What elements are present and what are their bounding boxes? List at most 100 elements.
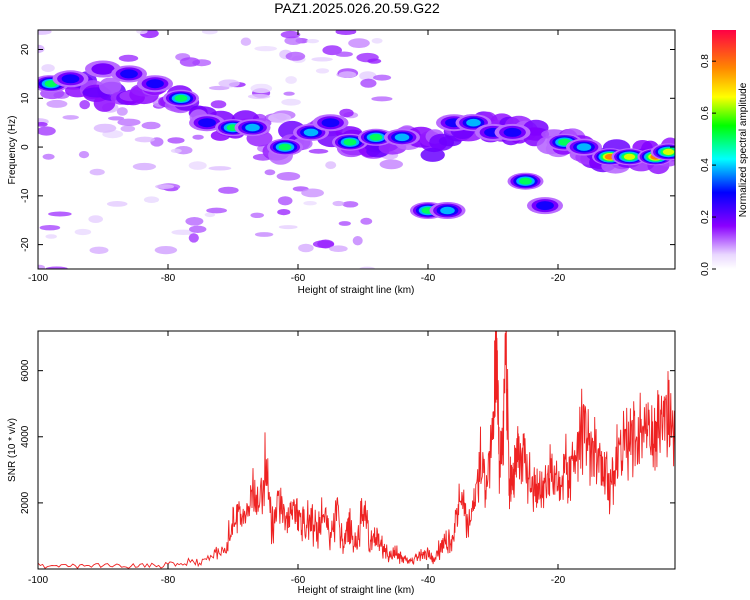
noise-speckle	[325, 161, 337, 170]
noise-speckle	[38, 30, 52, 35]
amplitude-blob	[394, 133, 410, 142]
noise-speckle	[338, 71, 357, 78]
colorbar-tick-label: 0.8	[700, 54, 711, 68]
colorbar-tick-label: 0.4	[700, 158, 711, 172]
noise-speckle	[352, 236, 363, 246]
noise-speckle	[167, 137, 185, 144]
snr-series-line	[38, 331, 675, 569]
amplitude-blob	[440, 206, 455, 215]
amplitude-blob	[61, 74, 80, 84]
noise-speckle	[134, 136, 155, 143]
noise-speckle	[278, 225, 298, 230]
noise-speckle	[108, 116, 125, 121]
noise-speckle	[201, 30, 218, 35]
noise-speckle	[264, 169, 276, 176]
y-tick-label: -10	[20, 188, 31, 203]
noise-speckle	[38, 264, 46, 269]
noise-speckle	[136, 30, 148, 35]
amplitude-blob	[245, 123, 260, 132]
noise-speckle	[206, 207, 228, 214]
amplitude-blob	[576, 143, 592, 151]
noise-speckle	[285, 76, 297, 84]
noise-speckle	[39, 225, 61, 231]
y-tick-label: 6000	[20, 359, 31, 382]
noise-speckle	[335, 30, 357, 35]
noise-speckle	[78, 151, 90, 159]
colorbar-tick-label: 0.2	[700, 210, 711, 224]
noise-speckle	[88, 215, 103, 224]
noise-speckle	[371, 96, 393, 102]
noise-speckle	[335, 51, 353, 57]
colorbar-label: Normalized spectral amplitude	[738, 82, 749, 217]
amplitude-blob	[174, 94, 188, 102]
noise-speckle	[188, 161, 207, 170]
amplitude-blob	[321, 118, 340, 128]
noise-speckle	[42, 153, 55, 160]
noise-speckle	[360, 78, 377, 88]
noise-speckle	[117, 118, 141, 127]
noise-speckle	[74, 228, 92, 236]
noise-speckle	[339, 108, 354, 118]
noise-speckle	[303, 201, 317, 206]
noise-speckle	[298, 243, 314, 253]
x-tick-label: -60	[291, 575, 306, 586]
amplitude-blob	[146, 79, 164, 89]
noise-speckle	[132, 162, 156, 171]
noise-speckle	[192, 134, 204, 140]
noise-speckle	[247, 94, 271, 99]
noise-speckle	[308, 148, 329, 154]
noise-speckle	[48, 211, 72, 217]
snr-panel: -100 -80 -60 -40 -20 2000 4000 6000 Height of …	[7, 330, 676, 596]
noise-speckle	[89, 246, 109, 254]
noise-speckle	[38, 126, 56, 136]
x-tick-label: -60	[291, 273, 306, 284]
noise-speckle	[204, 212, 216, 218]
noise-speckle	[311, 57, 333, 62]
noise-speckle	[315, 68, 330, 74]
y-tick-label: 20	[20, 44, 31, 56]
noise-speckle	[218, 79, 240, 88]
noise-speckle	[301, 188, 324, 198]
y-tick-label: -20	[20, 237, 31, 252]
noise-speckle	[210, 100, 227, 109]
colorbar-gradient	[712, 30, 736, 269]
noise-speckle	[254, 232, 274, 237]
x-tick-label: -40	[421, 575, 436, 586]
noise-speckle	[276, 172, 301, 181]
noise-speckle	[254, 46, 277, 52]
noise-speckle	[120, 125, 136, 132]
noise-speckle	[218, 186, 239, 194]
amplitude-blob	[519, 177, 532, 185]
noise-speckle	[348, 38, 370, 48]
noise-speckle	[154, 246, 178, 255]
noise-speckle	[329, 245, 348, 252]
amplitude-blob	[369, 133, 383, 141]
noise-speckle	[45, 266, 68, 269]
x-tick-label: -100	[28, 273, 48, 284]
colorbar-tick-label: 0.0	[700, 262, 711, 276]
noise-speckle	[89, 168, 105, 176]
noise-speckle	[285, 51, 306, 61]
amplitude-blob	[120, 69, 138, 79]
noise-speckle	[367, 58, 382, 64]
spectrogram-heat	[38, 30, 675, 269]
noise-speckle	[141, 121, 161, 130]
noise-speckle	[155, 184, 175, 190]
amplitude-blob	[662, 148, 675, 155]
noise-speckle	[371, 38, 383, 44]
noise-speckle	[79, 100, 90, 110]
noise-speckle	[143, 196, 160, 203]
y-tick-label: 4000	[20, 425, 31, 448]
noise-speckle	[250, 83, 273, 94]
noise-speckle	[277, 209, 291, 216]
snr-frame	[37, 330, 676, 570]
noise-speckle	[38, 122, 48, 127]
noise-speckle	[45, 234, 57, 239]
chart-title: PAZ1.2025.026.20.59.G22	[274, 0, 440, 16]
y-tick-label: 2000	[20, 491, 31, 514]
noise-speckle	[359, 266, 375, 269]
ridge-segment	[420, 147, 445, 162]
spectrogram-x-label: Height of straight line (km)	[298, 285, 415, 296]
spectrogram-frame	[37, 29, 676, 270]
amplitude-blob	[278, 143, 292, 151]
